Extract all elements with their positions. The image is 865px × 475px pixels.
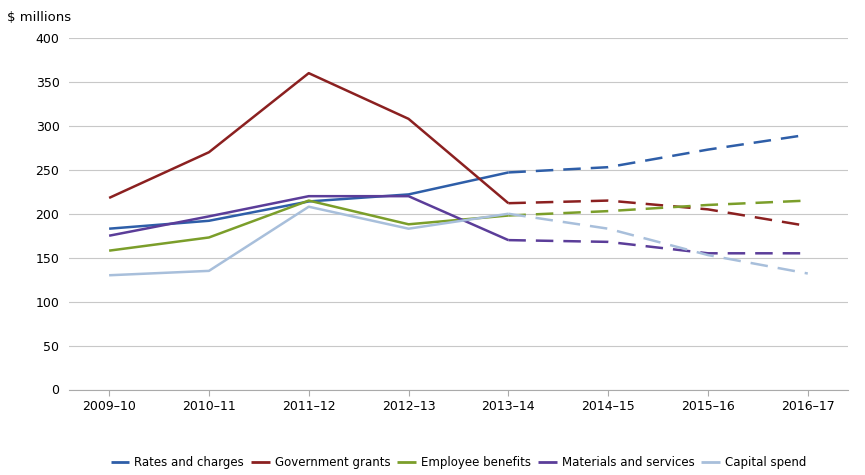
Legend: Rates and charges, Government grants, Employee benefits, Materials and services,: Rates and charges, Government grants, Em… — [106, 452, 811, 474]
Text: $ millions: $ millions — [7, 11, 71, 24]
